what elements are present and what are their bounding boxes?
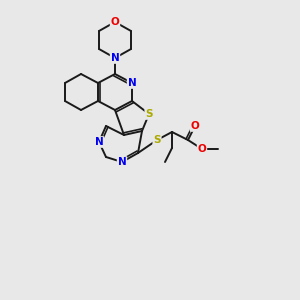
Text: S: S xyxy=(153,135,161,145)
Text: N: N xyxy=(128,78,136,88)
Text: N: N xyxy=(94,137,103,147)
Text: N: N xyxy=(111,53,119,63)
Text: O: O xyxy=(190,121,200,131)
Text: O: O xyxy=(198,144,206,154)
Text: S: S xyxy=(145,109,153,119)
Text: O: O xyxy=(111,17,119,27)
Text: N: N xyxy=(118,157,126,167)
